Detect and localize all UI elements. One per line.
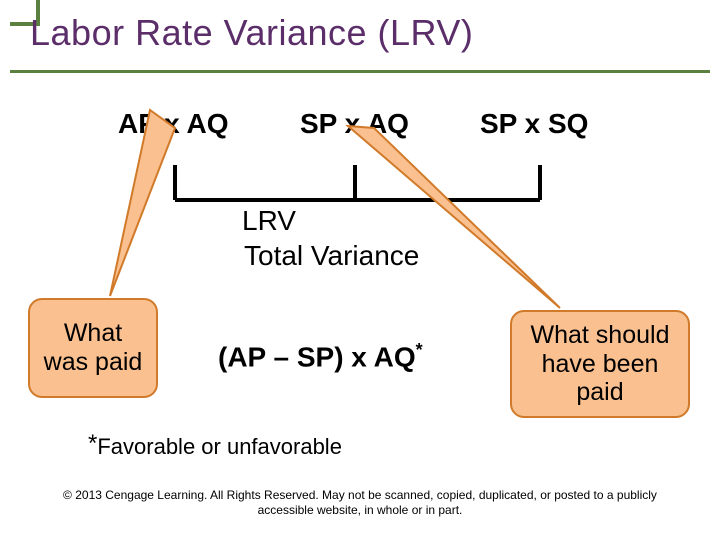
lrv-label: LRV (242, 205, 296, 237)
term-sp-aq: SP x AQ (300, 108, 409, 140)
footnote-star: * (88, 430, 97, 457)
page-title: Labor Rate Variance (LRV) (30, 12, 473, 54)
footnote-text: Favorable or unfavorable (97, 434, 342, 459)
term-sp-sq: SP x SQ (480, 108, 588, 140)
formula-text: (AP – SP) x AQ (218, 341, 416, 372)
callout-what-should-have-been-paid: What should have been paid (510, 310, 690, 418)
title-underline (10, 70, 710, 73)
total-variance-label: Total Variance (244, 240, 419, 272)
bracket-lines (160, 165, 580, 225)
term-ap-aq: AP x AQ (118, 108, 228, 140)
formula: (AP – SP) x AQ* (218, 340, 423, 373)
callout-right-text: What should have been paid (522, 321, 678, 407)
formula-sup: * (416, 340, 423, 360)
callout-what-was-paid: What was paid (28, 298, 158, 398)
footnote: *Favorable or unfavorable (88, 434, 342, 462)
callout-left-text: What was paid (40, 319, 146, 377)
copyright: © 2013 Cengage Learning. All Rights Rese… (50, 488, 670, 518)
